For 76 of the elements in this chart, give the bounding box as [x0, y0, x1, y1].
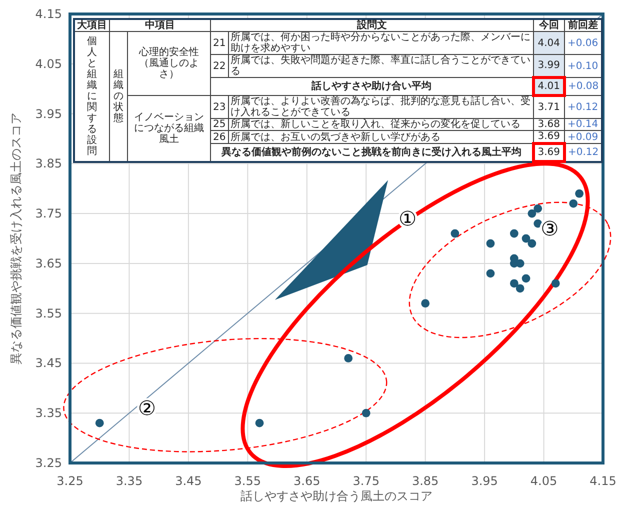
y-tick-label: 3.45 [35, 356, 62, 370]
x-tick-label: 3.25 [56, 474, 84, 488]
annotation: イノベーションにつながる組織風土 [128, 96, 210, 162]
annotation: 異なる価値観や前例のないこと挑戦を前向きに受け入れる風土平均 [210, 144, 534, 162]
point [255, 418, 264, 428]
annotation: 所属では、新しいことを取り入れ、従来からの変化を促している [228, 118, 534, 130]
annotation: +0.14 [564, 118, 602, 130]
x-tick-label: 3.35 [116, 474, 143, 488]
x-tick-label: 4.15 [590, 474, 616, 488]
annotation: 22 [210, 54, 228, 78]
y-tick-label: 3.65 [35, 256, 62, 270]
point [450, 229, 460, 238]
y-tick-label: 3.75 [35, 206, 62, 221]
annotation: 3.69 [533, 144, 564, 162]
point [510, 229, 518, 238]
annotation: 話しやすさや助け合い平均 [210, 78, 534, 96]
annotation: +0.06 [564, 32, 602, 54]
point [522, 274, 530, 283]
annotation: 所属では、失敗や問題が起きた際、率直に話し合うことができている [228, 54, 534, 78]
annotation: 所属では、よりよい改善の為ならば、批判的な意見も話し合い、受け入れることができている [228, 96, 534, 118]
x-tick-label: 3.95 [471, 474, 498, 488]
text: 個人と組織に関する設問 [87, 36, 97, 157]
y-tick-label: 3.25 [35, 456, 62, 470]
point [510, 279, 518, 288]
annotation: +0.10 [564, 54, 602, 78]
annotation: +0.12 [564, 96, 602, 118]
point [486, 269, 495, 278]
x-tick-label: 4.05 [530, 474, 558, 488]
annotation: 23 [210, 96, 228, 118]
annotation: 3.99 [533, 54, 564, 78]
annotation: 3.68 [533, 118, 564, 130]
y-tick-label: 4.15 [35, 7, 62, 21]
annotation: 所属では、何か困った時や分からないことがあった際、メンバーに助けを求めやすい [228, 32, 534, 54]
annotation: 21 [210, 32, 228, 54]
annotation: 3.71 [533, 96, 564, 118]
annotation: 前回差 [564, 19, 602, 32]
annotation: +0.08 [564, 78, 602, 96]
point [522, 234, 530, 243]
x-tick-label: 3.75 [352, 474, 380, 488]
x-axis-title: 話しやすさや助け合う風土のスコア [240, 489, 432, 503]
x-tick-label: 3.45 [175, 474, 202, 488]
point [486, 239, 495, 248]
annotation: 中項目 [110, 19, 210, 32]
annotation: 26 [210, 130, 228, 144]
annotation: 組織の状態 [113, 68, 124, 124]
point [516, 284, 524, 293]
point [575, 189, 584, 198]
point [344, 354, 353, 362]
annotation: 4.01 [533, 78, 564, 96]
point [551, 279, 560, 288]
annotation: +0.12 [564, 144, 602, 162]
y-tick-label: 3.85 [35, 156, 62, 171]
point [528, 209, 536, 218]
y-tick-label: 3.35 [35, 406, 62, 420]
annotation: 設問文 [210, 19, 534, 32]
y-axis-title: 異なる価値観や挑戦を受け入れる風土のスコア [9, 112, 23, 364]
point [569, 199, 578, 208]
annotation: 大項目 [74, 19, 110, 32]
annotation: 4.04 [533, 32, 564, 54]
x-tick-label: 3.55 [234, 474, 262, 488]
point [95, 418, 104, 428]
annotation: 25 [210, 118, 228, 130]
y-tick-label: 3.55 [35, 306, 62, 320]
y-tick-label: 4.05 [35, 56, 62, 71]
annotation: 今回 [533, 19, 564, 32]
x-tick-label: 3.85 [412, 474, 439, 488]
point [528, 239, 536, 248]
annotation: 心理的安全性（風通しのよさ） [128, 32, 210, 96]
x-tick-label: 3.65 [294, 474, 320, 488]
point [421, 299, 430, 308]
y-tick-label: 3.95 [35, 106, 62, 121]
point [362, 408, 370, 418]
point [534, 204, 542, 213]
annotation: 3.69 [533, 130, 564, 144]
annotation: 所属では、お互いの気づきや新しい学びがある [228, 130, 534, 144]
annotation: +0.09 [564, 130, 602, 144]
